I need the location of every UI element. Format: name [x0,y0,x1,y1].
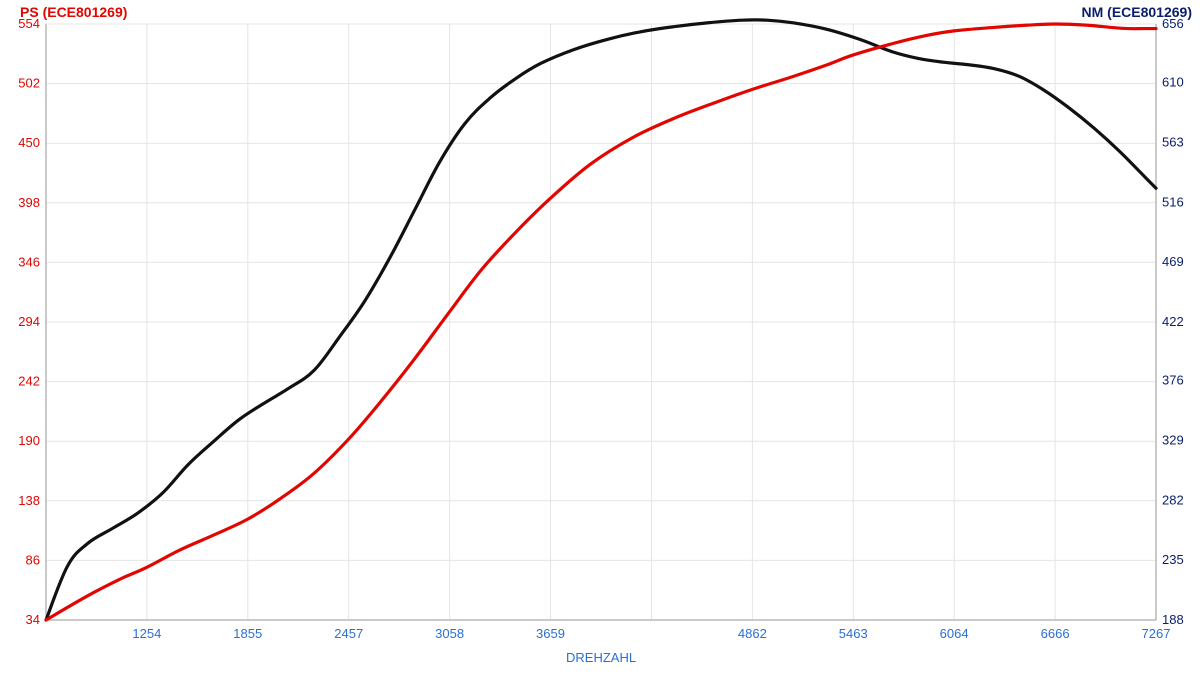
x-tick: 3058 [435,626,464,641]
y-left-axis-title: PS (ECE801269) [20,4,127,20]
x-tick: 2457 [334,626,363,641]
y-left-tick: 450 [18,135,40,150]
x-tick: 1254 [132,626,161,641]
x-tick: 4862 [738,626,767,641]
x-axis-title: DREHZAHL [566,650,636,665]
y-left-tick: 138 [18,493,40,508]
x-tick: 7267 [1142,626,1171,641]
y-right-tick: 469 [1162,254,1184,269]
y-right-tick: 563 [1162,134,1184,149]
x-tick: 6666 [1041,626,1070,641]
x-tick: 3659 [536,626,565,641]
y-right-tick: 422 [1162,314,1184,329]
y-right-tick: 516 [1162,194,1184,209]
y-left-tick: 346 [18,254,40,269]
y-left-tick: 86 [26,552,40,567]
y-left-tick: 294 [18,314,40,329]
y-left-tick: 34 [26,612,40,627]
y-right-tick: 188 [1162,612,1184,627]
y-left-tick: 502 [18,76,40,91]
y-right-tick: 329 [1162,432,1184,447]
x-tick: 1855 [233,626,262,641]
y-right-axis-title: NM (ECE801269) [1082,4,1193,20]
y-left-tick: 242 [18,374,40,389]
x-tick: 5463 [839,626,868,641]
y-left-tick: 398 [18,195,40,210]
y-right-tick: 610 [1162,75,1184,90]
y-right-tick: 282 [1162,492,1184,507]
dyno-chart: PS (ECE801269) NM (ECE801269) DREHZAHL 3… [0,0,1200,674]
x-tick: 6064 [940,626,969,641]
chart-svg: 3486138190242294346398450502554188235282… [0,0,1200,674]
y-right-tick: 376 [1162,373,1184,388]
y-left-tick: 190 [18,433,40,448]
y-right-tick: 235 [1162,552,1184,567]
